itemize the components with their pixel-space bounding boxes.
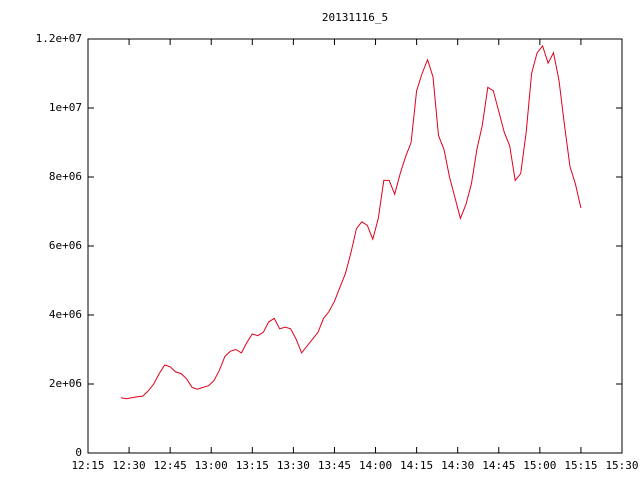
y-tick-label: 1.2e+07 [36,32,82,45]
x-tick-label: 14:30 [441,459,474,472]
plot-border [87,38,623,454]
y-tick-label: 1e+07 [49,101,82,114]
y-tick-label: 8e+06 [49,170,82,183]
x-tick-label: 14:00 [359,459,392,472]
x-tick-label: 13:30 [277,459,310,472]
chart-title: 20131116_5 [322,11,388,24]
x-tick-label: 12:45 [154,459,187,472]
x-tick-label: 13:00 [195,459,228,472]
x-tick-label: 14:45 [482,459,515,472]
data-line [120,44,582,400]
x-tick-label: 13:45 [318,459,351,472]
x-tick-label: 13:15 [236,459,269,472]
y-tick-label: 6e+06 [49,239,82,252]
x-tick-label: 12:30 [113,459,146,472]
x-tick-label: 15:00 [523,459,556,472]
x-tick-label: 15:30 [605,459,638,472]
x-tick-label: 15:15 [564,459,597,472]
y-tick-label: 2e+06 [49,377,82,390]
x-tick-label: 14:15 [400,459,433,472]
y-tick-label: 0 [75,446,82,459]
x-tick-label: 12:15 [71,459,104,472]
y-tick-label: 4e+06 [49,308,82,321]
